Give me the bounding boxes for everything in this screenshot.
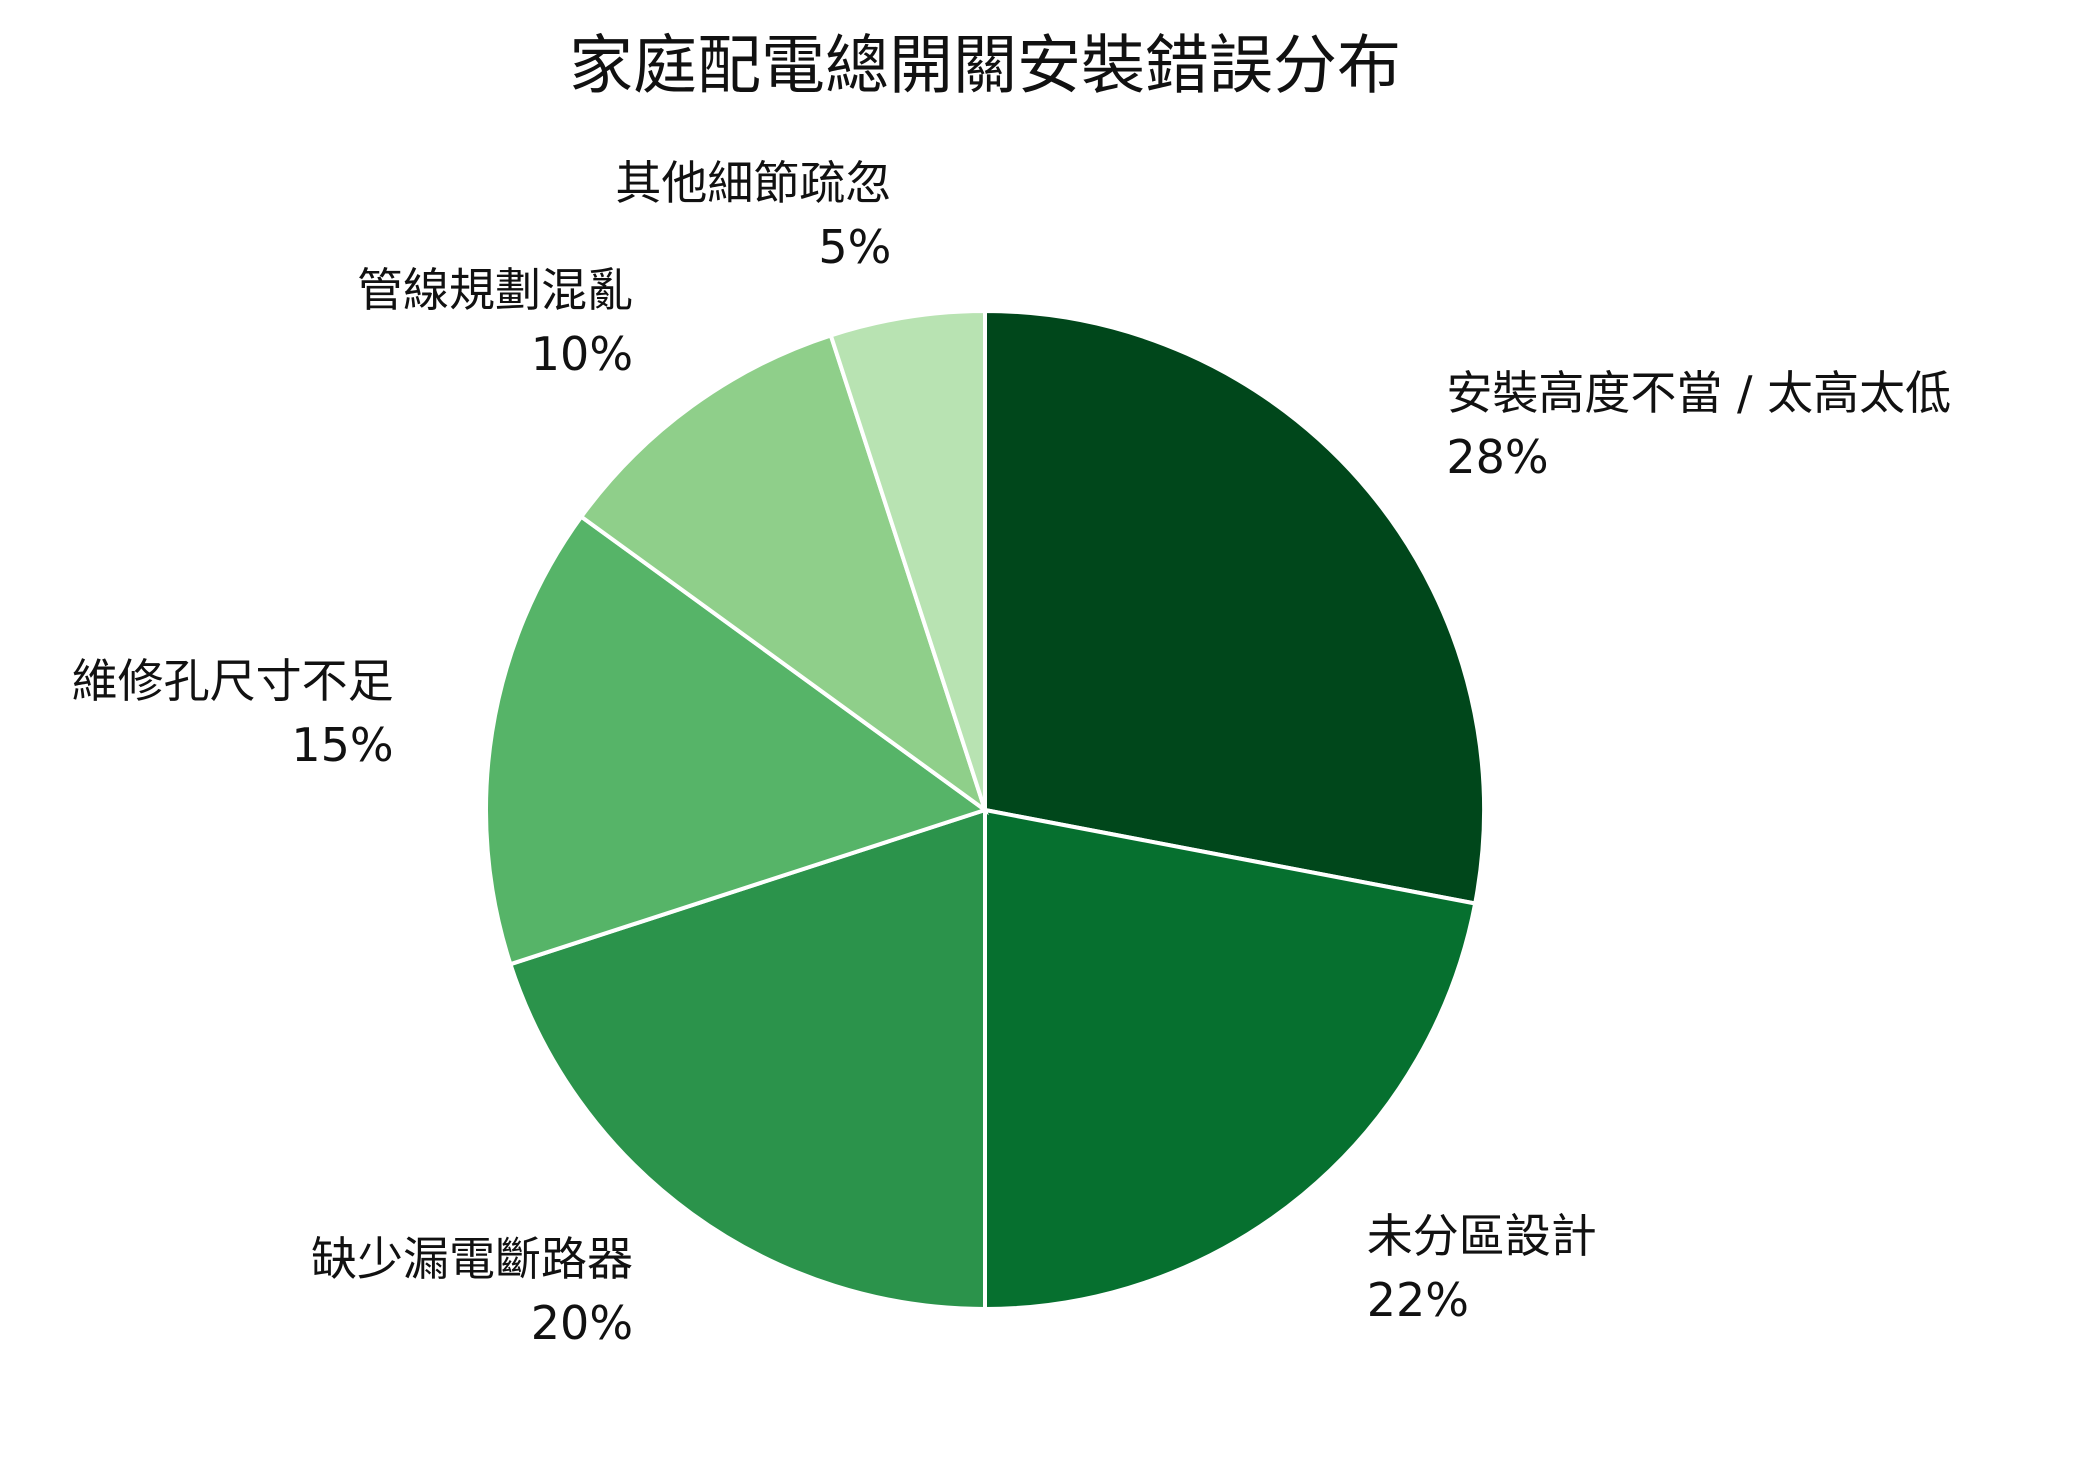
value-label: 5%	[818, 220, 891, 274]
pie-slice	[983, 807, 1478, 1312]
pie-slice	[484, 513, 990, 967]
pie-slice	[828, 308, 987, 811]
value-label: 15%	[291, 718, 393, 772]
value-label: 10%	[531, 327, 633, 381]
slice-label: 維修孔尺寸不足	[72, 654, 394, 708]
slice-label: 安裝高度不當 / 太高太低	[1446, 366, 1951, 420]
value-label: 28%	[1446, 430, 1548, 484]
slice-label: 缺少漏電斷路器	[311, 1232, 633, 1286]
slice-label: 未分區設計	[1367, 1209, 1597, 1263]
slice-label: 管線規劃混亂	[357, 263, 633, 317]
pie-slice	[578, 332, 989, 816]
value-label: 20%	[531, 1296, 633, 1350]
pie-slice	[983, 308, 1486, 906]
value-label: 22%	[1367, 1273, 1469, 1327]
chart-title: 家庭配電總開關安裝錯誤分布	[569, 30, 1401, 104]
pie-slice	[507, 807, 987, 1312]
slice-label: 其他細節疏忽	[615, 156, 891, 210]
